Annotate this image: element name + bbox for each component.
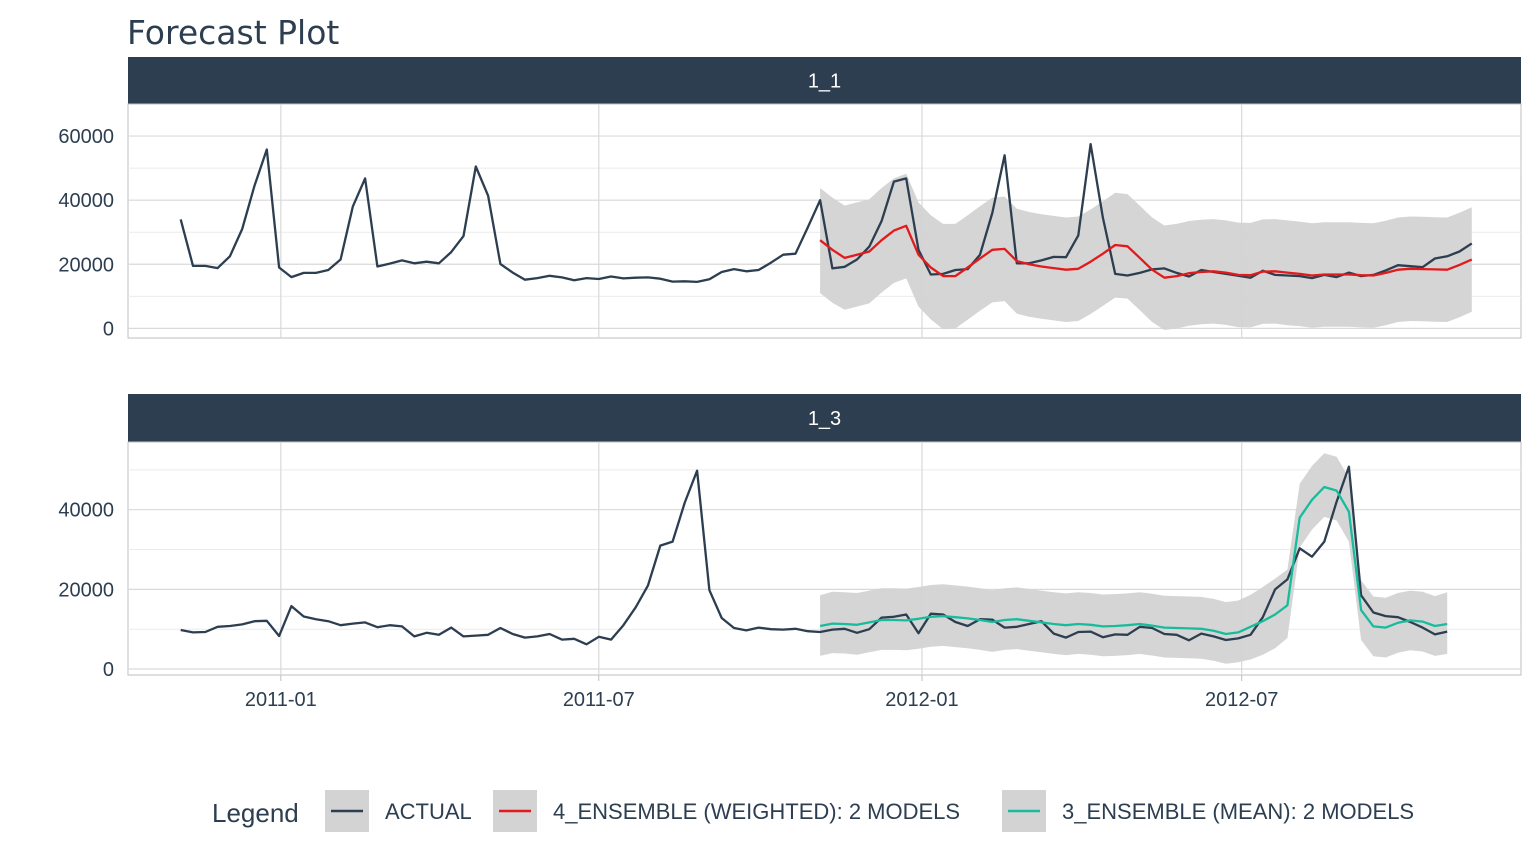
facet-panels: 1_1 0 20000 40000 60000 1_3 0 20000 40000: [58, 57, 1522, 681]
legend-title: Legend: [212, 798, 299, 828]
chart-title: Forecast Plot: [127, 13, 339, 52]
facet-strip-label: 1_1: [808, 71, 841, 93]
confidence-band: [820, 173, 1472, 330]
confidence-band: [820, 453, 1448, 664]
y-tick-label: 60000: [58, 126, 114, 148]
y-tick-label: 40000: [58, 500, 114, 522]
y-tick-label: 20000: [58, 254, 114, 276]
y-tick-label: 40000: [58, 190, 114, 212]
x-tick-label: 2011-01: [245, 689, 317, 711]
facet-strip: [128, 57, 1521, 104]
x-tick-label: 2012-07: [1205, 689, 1278, 711]
actual-series-line: [180, 465, 1448, 646]
x-tick-label: 2011-07: [563, 689, 635, 711]
mean-ensemble-line: [819, 485, 1448, 636]
y-tick-label: 20000: [58, 579, 114, 601]
legend-entry-label: 3_ENSEMBLE (MEAN): 2 MODELS: [1062, 799, 1414, 824]
y-tick-label: 0: [103, 659, 114, 681]
facet-strip: [128, 394, 1521, 442]
legend-entry-label: 4_ENSEMBLE (WEIGHTED): 2 MODELS: [553, 799, 960, 824]
x-axis: 2011-01 2011-07 2012-01 2012-07: [245, 675, 1278, 711]
weighted-ensemble-line: [819, 224, 1473, 279]
legend-entry-label: ACTUAL: [385, 799, 472, 824]
y-tick-label: 0: [103, 318, 114, 340]
facet-strip-label: 1_3: [808, 408, 841, 430]
panel-1_1: 1_1 0 20000 40000 60000: [58, 57, 1522, 340]
x-tick-label: 2012-01: [885, 689, 958, 711]
panel-border: [127, 103, 1522, 339]
panel-1_3: 1_3 0 20000 40000: [58, 394, 1522, 681]
panel-border: [127, 441, 1522, 676]
legend: Legend ACTUAL 4_ENSEMBLE (WEIGHTED): 2 MO…: [212, 790, 1414, 832]
